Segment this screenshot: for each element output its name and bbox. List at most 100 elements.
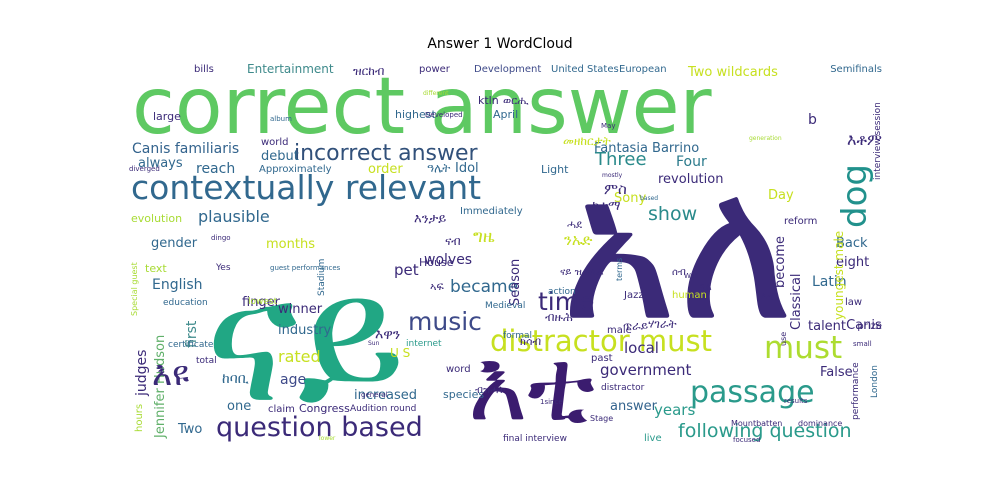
word-32-pet: pet [394,261,419,279]
word-74-text: text [145,262,167,275]
word-36-age: age [280,372,306,388]
word-156-: ጓል [700,282,712,293]
word-79-u-s: U S [390,346,410,360]
word-18-plausible: plausible [198,207,270,226]
word-3-: እቲ [468,327,595,444]
word-44-back: Back [836,236,868,251]
word-35-first: first [184,320,200,348]
word-135-: መዘከርታት [563,134,611,148]
word-70-approximately: Approximately [259,164,332,175]
word-128-generation: generation [749,135,782,142]
word-117-focused: focused [733,436,760,444]
word-90-past: past [591,353,613,364]
word-30-always: always [138,156,183,171]
word-72-immediately: Immediately [460,206,523,217]
word-47-sony: Sony [614,191,646,206]
word-59-two-wildcards: Two wildcards [687,65,778,80]
word-137-: እቶም [847,130,882,149]
word-17-canis-familiaris: Canis familiaris [132,141,239,157]
word-39-winner: winner [278,302,323,317]
word-129-based: based [640,195,658,202]
word-133-: ዝርከብ [353,64,384,78]
word-58-youngest-male: youngest male [832,231,846,320]
word-118-results: results [784,397,808,405]
word-149-: ኣብ [760,289,778,304]
word-6-question-based: question based [216,412,423,443]
word-69-april: April [493,108,518,121]
word-94-action: action [548,287,576,297]
word-76-house: House [419,256,454,269]
word-0-correct-answer: correct answer [132,62,713,152]
word-102-b: b [808,112,817,128]
word-97-london: London [870,365,880,398]
word-60-entertainment: Entertainment [247,62,334,76]
word-49-talent: talent [808,319,846,334]
word-75-education: education [163,298,208,308]
word-101-reform: reform [784,216,817,227]
word-134-: ወርሒ [503,94,529,107]
word-126-may: May [601,122,615,130]
word-151-: ንኡድ [564,231,593,249]
word-89-distractor: distractor [601,383,645,393]
word-153-: ክሳብ [520,335,541,348]
word-53-months: months [266,237,315,252]
word-41-government: government [600,361,692,379]
word-125-ktln: ktln [478,94,499,107]
word-93-formal: formal [503,331,532,341]
word-8-incorrect-answer: incorrect answer [294,141,478,166]
word-96-male: male [607,325,632,336]
word-24-four: Four [676,154,707,170]
word-116-dominance: dominance [798,419,842,428]
word-80-congress: Congress [299,402,350,415]
word-61-development: Development [474,64,541,75]
word-140-: እዩ [152,354,189,394]
word-105-internet: internet [406,339,442,349]
word-157-: ሰብ [672,267,686,278]
word-108-special-guest: Special guest [130,262,139,316]
word-15-show: show [648,203,697,225]
word-141-: ከባቢ [222,371,249,387]
word-57-classical: Classical [789,273,804,330]
word-154-: ሓደ [567,218,582,231]
word-136-: ዓሌት [427,161,450,175]
word-23-english: English [152,277,203,293]
word-87-word: word [446,364,471,375]
word-110-dingo: dingo [211,234,231,242]
word-67-world: world [261,137,289,148]
word-73-evolution: evolution [131,212,182,225]
word-92-human: human [672,290,707,301]
word-121-stage: Stage [590,414,613,423]
word-139-: ናብ [445,234,461,248]
word-150-: ምስ [604,180,627,198]
word-10-dog: dog [835,164,875,228]
word-111-diverged: diverged [129,165,160,173]
word-63-european: European [619,64,667,75]
word-155-: ኣፍ [430,280,444,293]
word-88-final-interview: final interview [503,434,567,444]
word-85-audition-round: Audition round [350,404,416,414]
word-56-become: become [773,236,788,288]
word-77-medieval: Medieval [485,301,525,311]
word-1-: አለ [560,133,794,366]
word-143-: ብዙሕ [545,310,573,324]
word-55-industry: industry [278,323,332,338]
word-62-united-states: United States [551,64,619,75]
word-37-one: one [227,399,251,414]
word-50-false: False [820,365,853,380]
word-22-answer: answer [610,399,658,414]
word-5-distractor-must: distractor must [490,324,712,358]
word-95-jazz: Jazz [623,290,644,301]
word-27-idol: Idol [455,161,479,176]
word-84-hours: hours [134,404,145,432]
word-103-interview-session: interview session [873,102,883,180]
word-115-mountbatten: Mountbatten [731,419,782,428]
word-38-two: Two [177,422,202,437]
word-29-debut: debut [261,149,299,164]
word-91-live: live [644,433,662,444]
word-21-years: years [654,401,695,419]
word-9-must: must [764,330,842,366]
word-26-fantasia-barrino: Fantasia Barrino [594,141,699,156]
chart-title: Answer 1 WordCloud [427,36,573,52]
word-132-1since: 1since [540,398,563,406]
